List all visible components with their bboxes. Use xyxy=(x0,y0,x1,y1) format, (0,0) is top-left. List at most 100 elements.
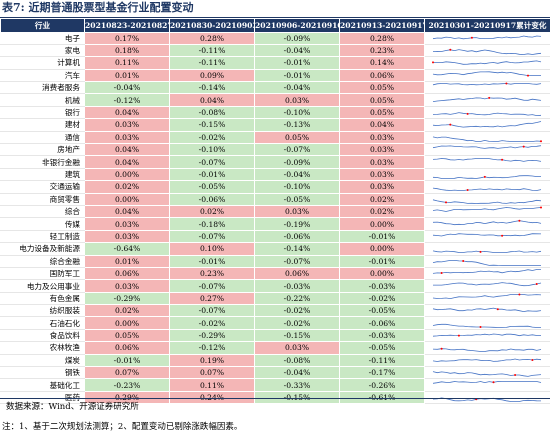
sparkline-marker xyxy=(522,145,525,148)
sparkline-marker xyxy=(540,206,542,209)
sparkline-chart xyxy=(432,323,541,328)
sparkline-chart xyxy=(432,219,542,225)
top-rule xyxy=(0,17,550,18)
industry-cell: 银行 xyxy=(0,105,85,120)
value-cell-week-3: -0.14% xyxy=(254,242,340,256)
sparkline-path xyxy=(432,83,542,86)
industry-cell: 国防军工 xyxy=(0,266,85,281)
industry-cell: 消费者服务 xyxy=(0,81,85,95)
value-cell-week-1: 0.06% xyxy=(84,266,170,281)
industry-cell: 轻工制造 xyxy=(0,229,85,244)
table-body: 电子 0.17% 0.28% -0.09% 0.28% 家电 0.18% -0.11% -0.0… xyxy=(0,31,550,405)
value-cell-week-4: 0.02% xyxy=(339,204,425,219)
value-cell-week-2: -0.05% xyxy=(169,180,255,194)
sparkline-cell xyxy=(424,304,550,318)
value-cell-week-1: 0.29% xyxy=(84,390,170,405)
value-cell-week-3: 0.06% xyxy=(254,266,340,281)
value-cell-week-1: 0.11% xyxy=(84,56,170,70)
table-row: 电子 0.17% 0.28% -0.09% 0.28% xyxy=(0,31,550,45)
sparkline-path xyxy=(432,259,541,266)
sparkline-cell xyxy=(424,192,550,206)
table-row: 综合金融 0.01% -0.01% -0.07% -0.01% xyxy=(0,254,550,268)
sparkline-cell xyxy=(424,155,550,169)
value-cell-week-3: -0.13% xyxy=(254,118,340,132)
sparkline-path xyxy=(432,293,542,299)
value-cell-week-4: -0.01% xyxy=(339,254,425,268)
sparkline-marker xyxy=(527,74,529,77)
sparkline-cell xyxy=(424,130,550,145)
sparkline-chart xyxy=(432,112,542,117)
table-row: 基础化工 -0.23% 0.11% -0.33% -0.26% xyxy=(0,378,550,392)
industry-cell: 机械 xyxy=(0,93,85,107)
sparkline-chart xyxy=(432,121,542,128)
industry-cell: 农林牧渔 xyxy=(0,341,85,355)
sparkline-chart xyxy=(432,71,542,77)
sparkline-path xyxy=(432,175,542,179)
value-cell-week-2: -0.29% xyxy=(169,328,255,343)
data-source: 数据来源：Wind、开源证券研究所 xyxy=(6,402,139,412)
sparkline-marker xyxy=(479,251,482,254)
value-cell-week-2: -0.11% xyxy=(169,56,255,70)
value-cell-week-2: 0.11% xyxy=(169,378,255,392)
sparkline-marker xyxy=(457,334,460,337)
value-cell-week-4: 0.04% xyxy=(339,118,425,132)
value-cell-week-4: 0.03% xyxy=(339,130,425,145)
industry-cell: 传媒 xyxy=(0,217,85,231)
industry-cell: 煤炭 xyxy=(0,353,85,368)
value-cell-week-1: 0.04% xyxy=(84,204,170,219)
industry-cell: 交通运输 xyxy=(0,180,85,194)
sparkline-marker xyxy=(466,189,469,192)
value-cell-week-1: 0.18% xyxy=(84,43,170,58)
sparkline-chart xyxy=(432,206,542,213)
allocation-table: 行业 20210823-20210827 20210830-20210903 2… xyxy=(0,18,550,405)
sparkline-marker xyxy=(531,358,534,361)
sparkline-cell xyxy=(424,204,550,219)
header-week-3: 20210906-20210910 xyxy=(254,18,340,33)
sparkline-marker xyxy=(496,308,499,311)
value-cell-week-4: 0.03% xyxy=(339,142,425,157)
value-cell-week-1: 0.00% xyxy=(84,167,170,182)
sparkline-marker xyxy=(492,380,495,383)
value-cell-week-4: -0.02% xyxy=(339,291,425,306)
sparkline-path xyxy=(432,269,541,274)
table-row: 非银行金融 0.04% -0.07% -0.09% 0.03% xyxy=(0,155,550,169)
sparkline-marker xyxy=(440,348,443,351)
sparkline-cell xyxy=(424,180,550,194)
sparkline-cell xyxy=(424,266,550,281)
table-row: 房地产 0.04% -0.10% -0.07% 0.03% xyxy=(0,142,550,157)
value-cell-week-1: -0.23% xyxy=(84,378,170,392)
sparkline-marker xyxy=(479,325,482,328)
sparkline-path xyxy=(432,188,542,192)
sparkline-chart xyxy=(432,82,542,86)
sparkline-cell xyxy=(424,31,550,45)
industry-cell: 家电 xyxy=(0,43,85,58)
value-cell-week-2: -0.18% xyxy=(169,217,255,231)
value-cell-week-3: -0.06% xyxy=(254,229,340,244)
value-cell-week-1: 0.02% xyxy=(84,180,170,194)
sparkline-path xyxy=(432,145,542,150)
sparkline-path xyxy=(432,219,542,225)
industry-cell: 汽车 xyxy=(0,68,85,83)
sparkline-marker xyxy=(432,61,434,64)
value-cell-week-1: 0.05% xyxy=(84,328,170,343)
sparkline-marker xyxy=(540,140,542,143)
value-cell-week-1: -0.04% xyxy=(84,81,170,95)
value-cell-week-2: -0.11% xyxy=(169,43,255,58)
table-row: 银行 0.04% -0.08% -0.10% 0.05% xyxy=(0,105,550,120)
value-cell-week-2: 0.04% xyxy=(169,93,255,107)
sparkline-chart xyxy=(432,371,542,378)
value-cell-week-3: -0.15% xyxy=(254,328,340,343)
value-cell-week-3: -0.09% xyxy=(254,31,340,45)
industry-cell: 商贸零售 xyxy=(0,192,85,206)
value-cell-week-1: 0.06% xyxy=(84,341,170,355)
table-row: 纺织服装 0.02% -0.07% -0.02% -0.05% xyxy=(0,304,550,318)
industry-cell: 建材 xyxy=(0,118,85,132)
sparkline-chart xyxy=(433,281,542,286)
value-cell-week-4: 0.03% xyxy=(339,180,425,194)
value-cell-week-1: -0.01% xyxy=(84,353,170,368)
value-cell-week-4: -0.03% xyxy=(339,328,425,343)
sparkline-path xyxy=(432,121,542,128)
value-cell-week-2: -0.15% xyxy=(169,118,255,132)
table-row: 机械 -0.12% 0.04% 0.03% 0.05% xyxy=(0,93,550,107)
value-cell-week-2: -0.08% xyxy=(169,105,255,120)
